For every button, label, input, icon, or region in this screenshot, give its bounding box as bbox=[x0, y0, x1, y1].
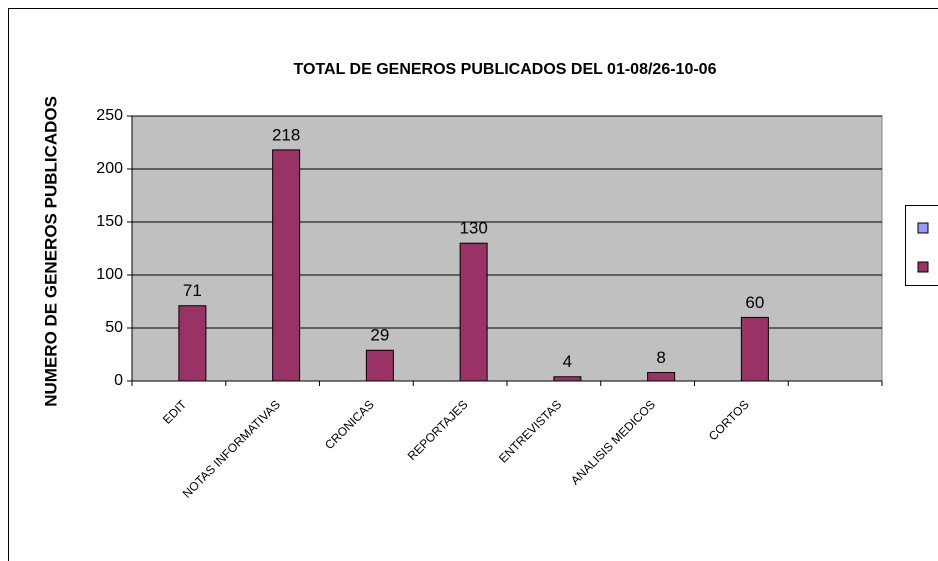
y-tick-label: 200 bbox=[96, 160, 123, 177]
y-tick-label: 0 bbox=[114, 372, 123, 389]
bar bbox=[365, 349, 394, 382]
legend bbox=[905, 205, 938, 286]
data-label: 130 bbox=[459, 219, 487, 238]
data-label: 29 bbox=[370, 326, 389, 345]
data-label: 4 bbox=[563, 352, 572, 371]
plot-area bbox=[131, 115, 883, 382]
bar bbox=[647, 372, 676, 382]
data-label: 218 bbox=[272, 125, 300, 144]
y-axis-label: NUMERO DE GENEROS PUBLICADOS bbox=[41, 96, 60, 407]
y-tick-label: 50 bbox=[105, 319, 123, 336]
bar bbox=[553, 376, 582, 382]
bar bbox=[740, 316, 769, 382]
y-tick-label: 250 bbox=[96, 107, 123, 124]
data-label: 71 bbox=[183, 281, 202, 300]
bar bbox=[459, 242, 488, 382]
data-label: 8 bbox=[656, 348, 665, 367]
bar bbox=[178, 305, 207, 382]
legend-swatch bbox=[917, 222, 929, 234]
y-tick-label: 150 bbox=[96, 213, 123, 230]
legend-swatch bbox=[917, 261, 929, 273]
data-label: 60 bbox=[745, 293, 764, 312]
chart-title: TOTAL DE GENEROS PUBLICADOS DEL 01-08/26… bbox=[294, 61, 717, 78]
y-tick-label: 100 bbox=[96, 266, 123, 283]
bar bbox=[272, 149, 301, 382]
